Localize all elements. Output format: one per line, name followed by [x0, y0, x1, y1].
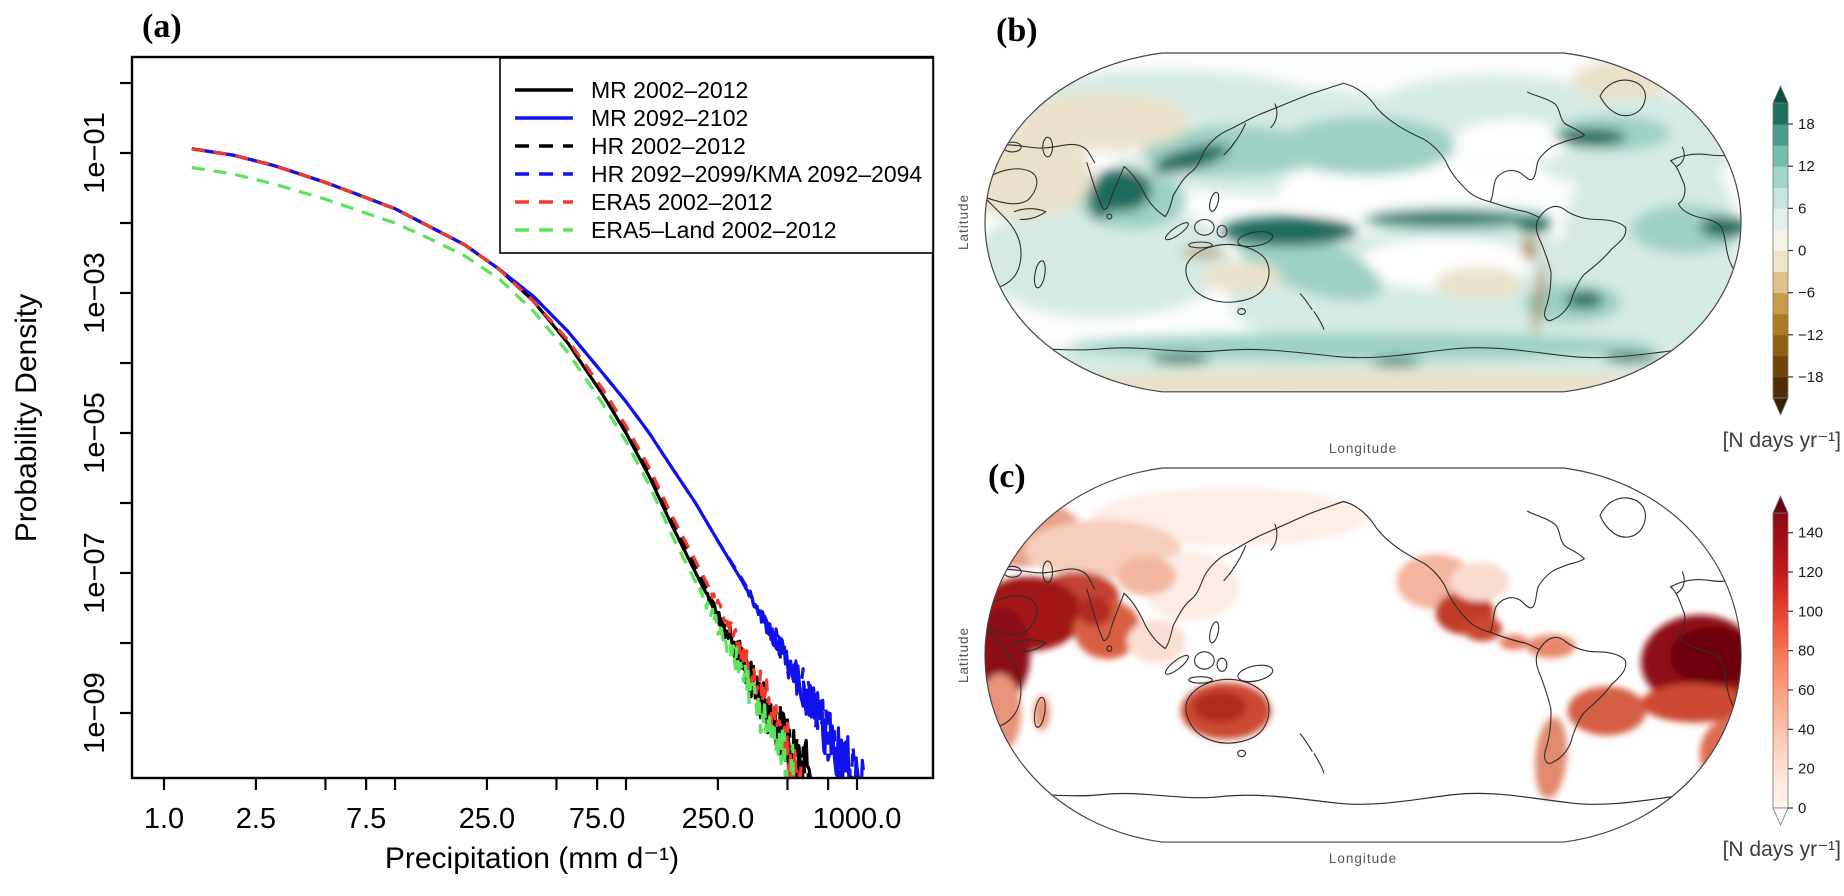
pdf-chart-series: [191, 147, 865, 778]
y-tick-label: 1e−03: [79, 252, 111, 333]
legend-entry-label: MR 2092–2102: [591, 105, 748, 131]
map-b-outline: [984, 52, 1742, 393]
colorbar-b-units: [N days yr⁻¹]: [1723, 429, 1841, 452]
colorbar-c-tick-label: 0: [1798, 800, 1806, 817]
map-c-longitude-label: Longitude: [1329, 851, 1397, 866]
x-tick-label: 1000.0: [813, 803, 902, 835]
colorbar-b-segment: [1773, 250, 1788, 273]
map-b-latitude-label: Latitude: [956, 194, 971, 250]
y-tick-label: 1e−07: [79, 532, 111, 613]
pdf-chart: 1.0 2.5 7.5 25.0 75.0 250.0 1000.0 1e−01 1e−03 1e…: [10, 55, 935, 875]
colorbar-c-tick-label: 120: [1798, 564, 1823, 581]
panel-c-label: (c): [988, 458, 1026, 495]
y-tick-label: 1e−05: [79, 392, 111, 473]
map-b-longitude-label: Longitude: [1329, 441, 1397, 456]
colorbar-c-tick-label: 40: [1798, 721, 1815, 738]
legend-entry-label: HR 2002–2012: [591, 133, 746, 159]
x-tick-label: 2.5: [236, 803, 276, 835]
plot-frame: [130, 55, 935, 780]
colorbar-b-segment: [1773, 124, 1788, 146]
colorbar-b-bottom-arrow: [1772, 397, 1789, 416]
map-c-frequency-climatology: [984, 467, 1742, 843]
map-b-frequency-change: [984, 52, 1742, 393]
colorbar-c-tick-label: 60: [1798, 682, 1815, 699]
colorbar-c: 140 120 100 80 60 40 20 0: [1772, 495, 1823, 826]
colorbar-b-tick-label: −6: [1798, 285, 1815, 302]
colorbar-b-tick-label: 18: [1798, 116, 1815, 133]
legend-entry-label: ERA5–Land 2002–2012: [591, 217, 837, 243]
colorbar-b-segment: [1773, 355, 1788, 378]
colorbar-b-segment: [1773, 103, 1788, 125]
colorbar-b-tick-label: 6: [1798, 200, 1806, 217]
legend-entry-label: HR 2092–2099/KMA 2092–2094: [591, 161, 922, 187]
colorbar-b-segment: [1773, 292, 1788, 315]
map-c-outline: [984, 467, 1742, 843]
colorbar-b-segment: [1773, 145, 1788, 167]
colorbar-b-top-arrow: [1772, 85, 1789, 104]
colorbar-b-tick-label: 0: [1798, 243, 1806, 260]
legend-entry-label: ERA5 2002–2012: [591, 189, 773, 215]
x-tick-label: 25.0: [459, 803, 515, 835]
map-c-latitude-label: Latitude: [956, 627, 971, 683]
pdf-chart-axes: 1.0 2.5 7.5 25.0 75.0 250.0 1000.0 1e−01 1e−03 1e…: [79, 55, 935, 835]
colorbar-b-tick-label: 12: [1798, 158, 1815, 175]
colorbar-b-segment: [1773, 187, 1788, 209]
colorbar-b-segment: [1773, 334, 1788, 357]
legend-entry-label: MR 2002–2012: [591, 77, 748, 103]
colorbar-c-top-arrow: [1772, 495, 1789, 514]
colorbar-b-segment: [1773, 208, 1788, 230]
colorbar-b-segment: [1773, 376, 1788, 399]
colorbar-c-tick-label: 140: [1798, 525, 1823, 542]
colorbar-c-bottom-arrow: [1772, 807, 1789, 826]
map-b-anomaly-shading: [985, 60, 1742, 392]
colorbar-b-segment: [1773, 229, 1788, 251]
x-tick-label: 75.0: [569, 803, 625, 835]
series-era5-land-2002-2012: [191, 165, 795, 778]
colorbar-c-tick-label: 20: [1798, 761, 1815, 778]
colorbar-b-tick-label: −18: [1798, 369, 1823, 386]
y-tick-label: 1e−01: [79, 112, 111, 193]
colorbar-c-tick-label: 80: [1798, 643, 1815, 660]
colorbar-b: 18 12 6 0 −6 −12 −18: [1772, 85, 1823, 416]
y-tick-label: 1e−09: [79, 672, 111, 753]
colorbar-b-segment: [1773, 313, 1788, 336]
x-axis-title: Precipitation (mm d⁻¹): [385, 842, 679, 875]
colorbar-b-segment: [1773, 166, 1788, 188]
colorbar-b-tick-label: −12: [1798, 327, 1823, 344]
x-tick-label: 250.0: [682, 803, 755, 835]
x-tick-label: 7.5: [346, 803, 386, 835]
panel-b-label: (b): [996, 12, 1038, 49]
panel-a-label: (a): [142, 8, 182, 45]
colorbar-c-tick-label: 100: [1798, 603, 1823, 620]
colorbar-c-bar: [1772, 512, 1789, 809]
y-axis-title: Probability Density: [10, 294, 43, 542]
x-tick-label: 1.0: [144, 803, 184, 835]
colorbar-b-segment: [1773, 271, 1788, 294]
colorbar-c-units: [N days yr⁻¹]: [1723, 838, 1841, 861]
